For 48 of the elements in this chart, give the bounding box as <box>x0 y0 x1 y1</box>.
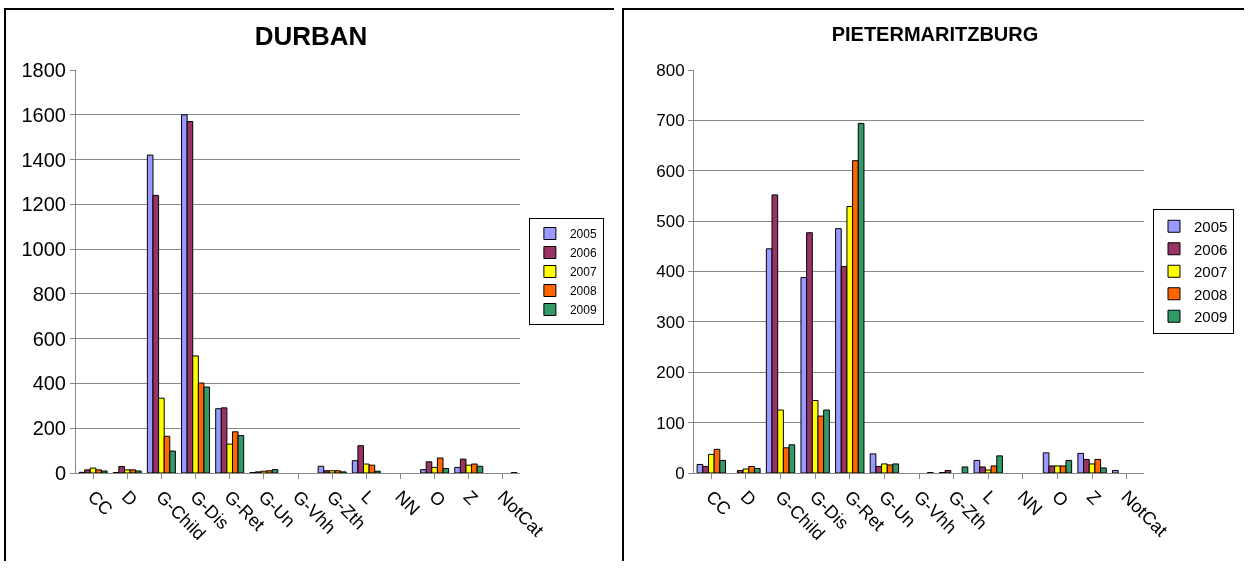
x-tick-label: D <box>736 486 761 510</box>
legend-label: 2009 <box>1194 308 1228 326</box>
x-tick-label: NN <box>1013 486 1047 520</box>
x-tick-label: Z <box>459 486 482 509</box>
y-tick-label: 0 <box>54 462 66 484</box>
legend-label: 2009 <box>569 303 597 318</box>
y-tick-label: 600 <box>32 327 66 350</box>
y-tick-label: 700 <box>656 111 685 131</box>
legend-label: 2008 <box>1194 285 1228 303</box>
bar <box>835 228 842 473</box>
legend-label: 2007 <box>1194 263 1228 281</box>
bar <box>1042 452 1050 473</box>
chart-title: DURBAN <box>254 20 368 51</box>
y-tick-label: 0 <box>675 463 685 483</box>
y-tick-label: 1800 <box>21 59 66 81</box>
bar <box>696 463 704 473</box>
y-tick-label: 1600 <box>21 103 66 126</box>
x-tick-label: Z <box>1082 486 1105 509</box>
legend-label: 2006 <box>569 246 597 261</box>
y-tick-label: 600 <box>656 161 685 181</box>
x-tick-label: CC <box>702 486 735 520</box>
y-tick-label: 200 <box>656 363 685 383</box>
legend-label: 2005 <box>1194 218 1228 236</box>
y-tick-label: 200 <box>32 417 66 440</box>
legend-label: 2007 <box>569 265 597 280</box>
y-tick-label: 800 <box>32 282 66 305</box>
chart-title: PIETERMARITZBURG <box>831 22 1039 45</box>
y-tick-label: 300 <box>656 312 685 332</box>
y-tick-label: 800 <box>656 60 685 80</box>
x-tick-label: O <box>425 486 450 511</box>
x-tick-label: CC <box>83 486 117 520</box>
y-tick-label: 500 <box>656 212 685 232</box>
y-tick-label: 400 <box>656 262 685 282</box>
bar <box>1112 469 1119 473</box>
y-tick-label: 1000 <box>21 238 66 261</box>
x-tick-label: D <box>118 486 142 510</box>
y-tick-label: 1200 <box>21 193 66 216</box>
y-tick-label: 400 <box>32 372 66 395</box>
bar <box>961 466 969 473</box>
legend-label: 2005 <box>569 227 597 242</box>
legend-label: 2008 <box>569 284 597 299</box>
bar <box>869 453 877 473</box>
legend-label: 2006 <box>1194 240 1228 258</box>
x-tick-label: O <box>1048 486 1073 511</box>
x-tick-label: L <box>979 486 1001 508</box>
x-tick-label: NN <box>391 486 424 520</box>
y-tick-label: 1400 <box>21 148 66 171</box>
y-tick-label: 100 <box>656 413 685 433</box>
